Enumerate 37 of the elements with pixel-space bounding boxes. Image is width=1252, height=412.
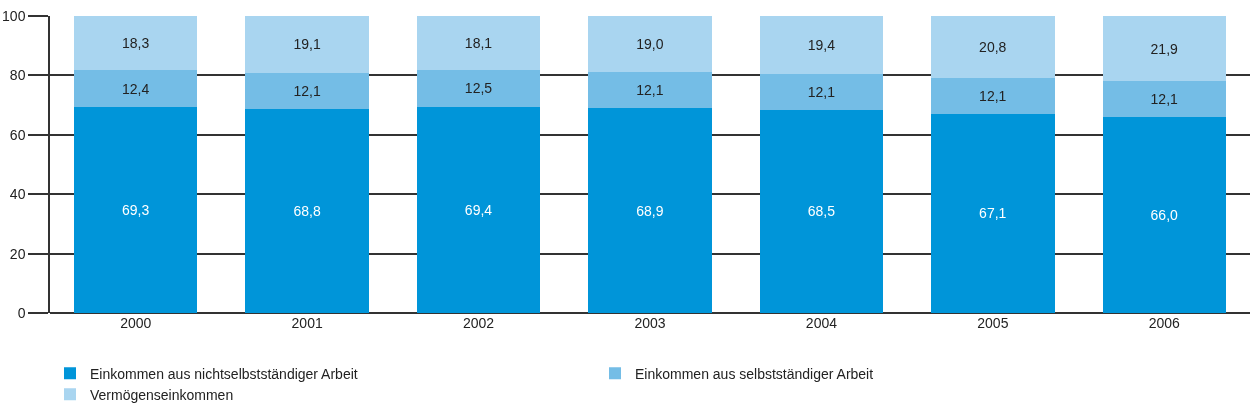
x-tick-label: 2005 (977, 315, 1009, 331)
data-label: 66,0 (1150, 206, 1179, 223)
y-tick-label: 40 (9, 186, 26, 203)
legend-label: Einkommen aus nichtselbstständiger Arbeit (90, 365, 358, 382)
data-label: 69,3 (121, 202, 150, 219)
data-label: 69,4 (464, 201, 493, 218)
x-tick-label: 2001 (291, 315, 323, 331)
data-label: 67,1 (979, 205, 1007, 222)
data-label: 12,1 (807, 83, 836, 100)
y-tick-label: 20 (9, 245, 26, 262)
data-label: 21,9 (1150, 40, 1179, 57)
data-label: 12,1 (636, 82, 664, 99)
data-label: 12,1 (293, 82, 321, 99)
legend-label: Einkommen aus selbstständiger Arbeit (635, 365, 874, 382)
data-label: 68,5 (807, 203, 836, 220)
data-label: 68,8 (293, 202, 321, 219)
data-label: 12,5 (464, 80, 493, 97)
y-tick-label: 0 (17, 304, 26, 321)
data-label: 19,4 (807, 36, 836, 53)
x-tick-label: 2003 (634, 315, 666, 331)
data-label: 19,0 (636, 36, 664, 53)
x-tick-label: 2000 (120, 315, 152, 331)
data-label: 12,4 (121, 80, 150, 97)
data-label: 68,9 (636, 202, 664, 219)
x-tick-label: 2006 (1148, 315, 1181, 331)
x-tick-label: 2004 (805, 315, 838, 331)
y-tick-label: 80 (9, 67, 26, 84)
data-label: 12,1 (1150, 91, 1179, 108)
legend-label: Vermögenseinkommen (90, 386, 234, 403)
y-tick-label: 60 (9, 126, 26, 143)
data-label: 18,3 (121, 35, 150, 52)
data-label: 12,1 (979, 87, 1007, 104)
x-tick-label: 2002 (462, 315, 495, 331)
data-label: 20,8 (979, 38, 1007, 55)
data-label: 19,1 (293, 36, 321, 53)
y-tick-label: 100 (2, 7, 26, 24)
data-label: 18,1 (464, 34, 493, 51)
